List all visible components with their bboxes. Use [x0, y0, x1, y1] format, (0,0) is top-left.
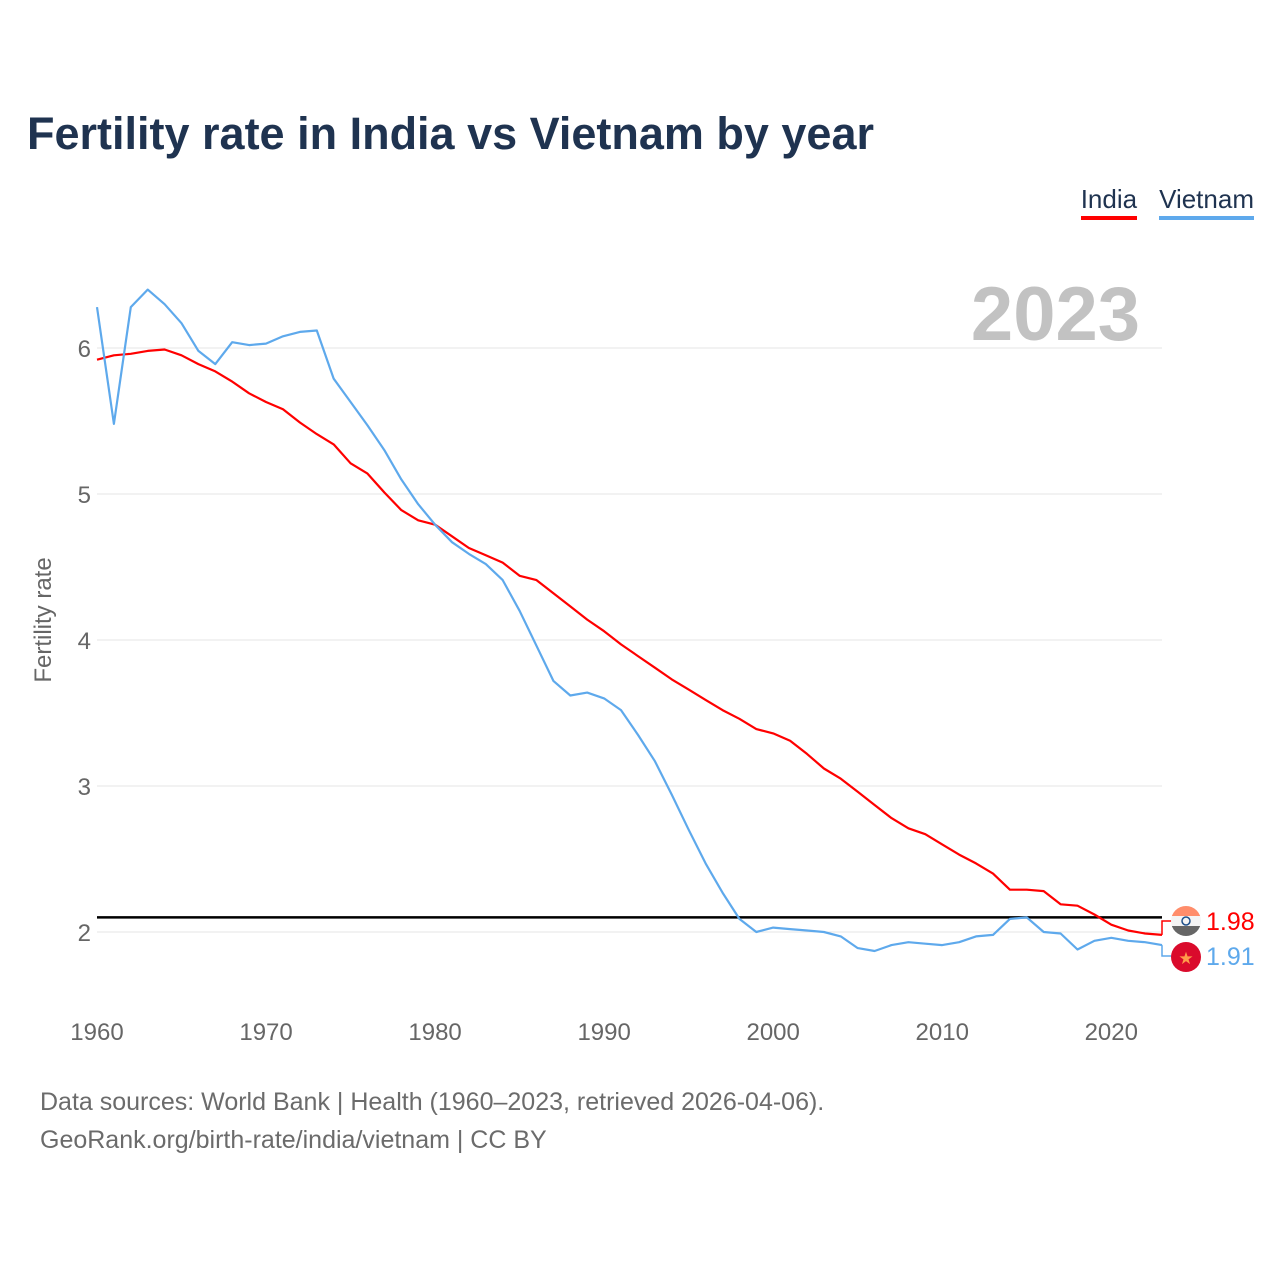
x-tick-label: 1960 — [70, 1019, 123, 1046]
end-value-label-india: 1.98 — [1206, 908, 1255, 936]
vietnam-flag-icon — [1171, 942, 1201, 972]
year-label: 2023 — [971, 272, 1140, 357]
x-tick-label: 1980 — [408, 1019, 461, 1046]
footer-source: Data sources: World Bank | Health (1960–… — [40, 1088, 825, 1116]
footer-link[interactable]: GeoRank.org/birth-rate/india/vietnam | C… — [40, 1126, 547, 1154]
flag-stripe — [1171, 916, 1201, 926]
flag-star: ★ — [1178, 949, 1193, 968]
y-axis-label: Fertility rate — [30, 557, 57, 682]
x-tick-label: 1970 — [239, 1019, 292, 1046]
flag-stripe — [1171, 926, 1201, 936]
series-line-vietnam — [95, 288, 1163, 953]
y-tick-label: 2 — [78, 920, 91, 947]
end-value-label-vietnam: 1.91 — [1206, 943, 1255, 971]
y-tick-label: 4 — [78, 628, 91, 655]
chart-title: Fertility rate in India vs Vietnam by ye… — [27, 108, 875, 159]
end-connector — [1161, 920, 1172, 935]
x-tick-label: 2020 — [1085, 1019, 1138, 1046]
end-connector — [1161, 945, 1172, 957]
x-tick-label: 2000 — [746, 1019, 799, 1046]
x-tick-label: 2010 — [916, 1019, 969, 1046]
series-line-india — [96, 348, 1163, 936]
legend-item-india[interactable]: India — [1080, 184, 1138, 220]
chakra — [1181, 916, 1191, 926]
legend: India Vietnam — [1080, 184, 1254, 220]
legend-item-vietnam[interactable]: Vietnam — [1159, 184, 1254, 220]
y-tick-label: 5 — [78, 482, 91, 509]
y-tick-label: 6 — [78, 336, 91, 363]
y-tick-label: 3 — [78, 774, 91, 801]
x-tick-label: 1990 — [577, 1019, 630, 1046]
flag-stripe — [1171, 906, 1201, 916]
